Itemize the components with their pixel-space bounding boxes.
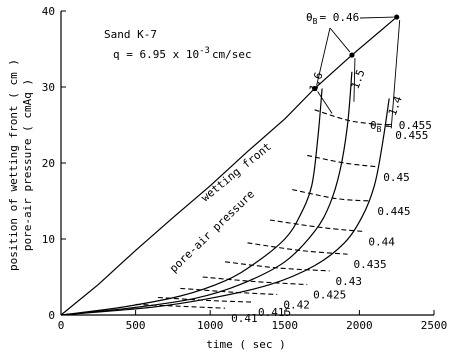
x-tick-label: 2500: [421, 319, 448, 332]
pore-air-pressure-curve: [60, 71, 353, 316]
iso-theta-line: [202, 276, 308, 286]
theta-leader: [316, 27, 331, 86]
y-axis-title-2: pore-air pressure ( cmAq ): [21, 79, 34, 251]
theta-top-value: = 0.46: [319, 11, 359, 24]
axes: 0 500 1000 1500 2000 2500 0 10 20 30 40: [42, 5, 448, 332]
theta-right-value: = 0.455: [385, 119, 431, 132]
y-tick-label: 10: [42, 233, 55, 246]
y-tick-label: 40: [42, 5, 55, 18]
theta-top-sub: B: [313, 17, 318, 26]
pressure-curve-label: 1.6: [307, 70, 326, 93]
iso-theta-label: 0.455: [395, 129, 428, 142]
y-axis-title-1: position of wetting front ( cm ): [7, 59, 20, 271]
annotation-sample: Sand K-7: [104, 28, 157, 41]
theta-right-symbol: θ: [370, 119, 377, 132]
iso-theta-label: 0.44: [368, 235, 395, 248]
iso-theta-line: [225, 261, 330, 272]
annotation-flux: q = 6.95 x 10-3 cm/sec: [113, 46, 252, 61]
series-group: [60, 14, 400, 316]
theta-right-sub: B: [377, 125, 382, 134]
wetting-front-curve: [60, 16, 398, 316]
wetting-front-marker: [349, 52, 355, 58]
curve-label-leader: [317, 91, 333, 114]
wetting-front-label: wetting front: [199, 140, 274, 204]
x-tick-label: 500: [126, 319, 146, 332]
y-tick-label: 30: [42, 81, 55, 94]
iso-theta-label: 0.435: [353, 258, 386, 271]
iso-theta-label: 0.445: [377, 205, 410, 218]
curve-label-leader: [390, 20, 401, 129]
pore-air-pressure-label: pore-air pressure: [167, 188, 257, 276]
pressure-curve-label: 1.5: [349, 68, 368, 91]
curve-label-leader: [353, 58, 356, 102]
theta-leader: [359, 16, 394, 19]
x-tick-label: 0: [58, 319, 65, 332]
iso-theta-label: 0.425: [313, 289, 346, 302]
iso-theta-label: 0.415: [258, 306, 291, 319]
x-tick-label: 1500: [272, 319, 299, 332]
iso-theta-line: [135, 303, 226, 309]
iso-theta-label: 0.42: [283, 298, 310, 311]
iso-theta-label: 0.45: [383, 171, 410, 184]
text-labels: 0.4550.450.4450.440.4350.430.4250.420.41…: [231, 68, 428, 325]
y-tick-label: 20: [42, 157, 55, 170]
theta-leaders: [316, 16, 401, 129]
iso-theta-line: [247, 242, 348, 255]
iso-theta-label: 0.41: [231, 312, 258, 325]
wetting-front-marker: [394, 14, 400, 20]
theta-top-label: θB = 0.46: [306, 11, 359, 26]
pore-air-pressure-curve: [60, 98, 390, 316]
theta-right-label: θB = 0.455: [370, 119, 432, 134]
flux-exponent: -3: [199, 46, 210, 56]
theta-top-symbol: θ: [306, 11, 313, 24]
iso-theta-line: [314, 109, 390, 126]
pore-air-pressure-curve: [60, 88, 323, 316]
wetting-front-marker: [312, 85, 318, 92]
y-tick-label: 0: [48, 309, 55, 322]
iso-theta-label: 0.43: [336, 275, 363, 288]
iso-theta-line: [292, 189, 372, 202]
flux-text: q = 6.95 x 10: [113, 48, 199, 61]
theta-leader: [329, 27, 351, 53]
x-axis-title: time ( sec ): [206, 338, 285, 351]
x-tick-label: 2000: [346, 319, 373, 332]
flux-unit: cm/sec: [212, 48, 252, 61]
x-tick-label: 1000: [197, 319, 224, 332]
iso-theta-line: [180, 287, 278, 296]
pressure-curve-label: 1.4: [386, 94, 405, 117]
